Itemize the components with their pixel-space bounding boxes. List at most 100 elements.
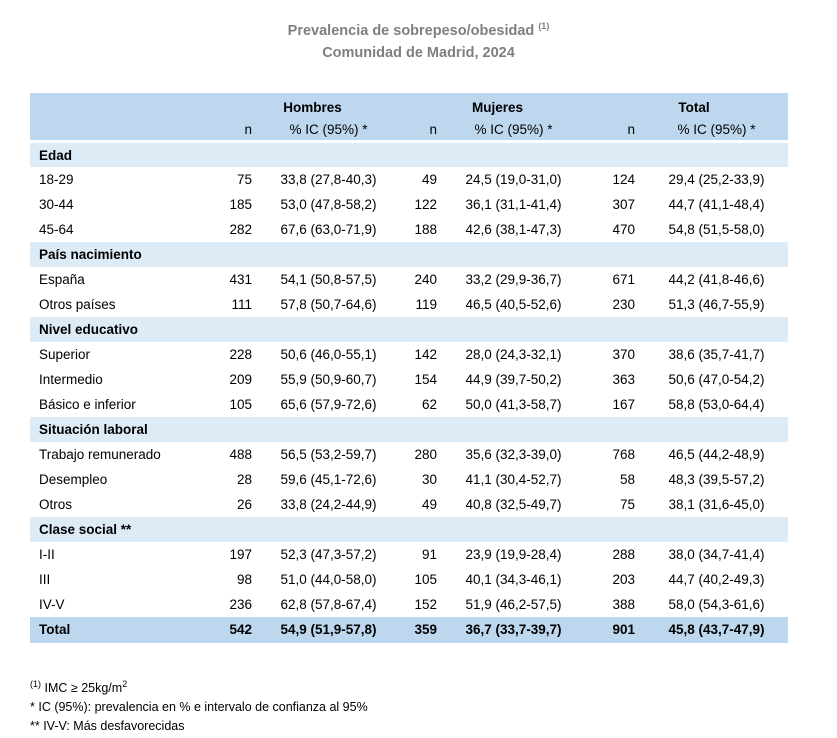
n-value: 388 xyxy=(580,591,646,617)
column-group-header-row: Hombres Mujeres Total xyxy=(30,92,789,118)
table-row: 18-29 75 33,8 (27,8-40,3) 49 24,5 (19,0-31,0… xyxy=(30,166,789,192)
table-row: III 98 51,0 (44,0-58,0) 105 40,1 (34,3-46,1)… xyxy=(30,566,789,592)
n-value: 280 xyxy=(395,441,448,467)
n-value: 307 xyxy=(580,191,646,217)
ic-value: 42,6 (38,1-47,3) xyxy=(447,216,581,242)
ic-value: 44,2 (41,8-46,6) xyxy=(645,266,789,292)
footnote-marker-2: * xyxy=(30,699,35,714)
n-value: 105 xyxy=(210,391,262,417)
n-value: 49 xyxy=(395,491,448,517)
section-header-label: Clase social ** xyxy=(30,516,789,542)
subheader-ic-mujeres: % IC (95%) * xyxy=(447,117,581,144)
n-value: 370 xyxy=(580,341,646,367)
section-header-row: Clase social ** xyxy=(30,516,789,542)
table-row: Otros países 111 57,8 (50,7-64,6) 119 46,5 (… xyxy=(30,291,789,317)
n-value: 30 xyxy=(395,466,448,492)
subheader-n-total: n xyxy=(580,117,646,144)
section-header-row: Nivel educativo xyxy=(30,316,789,342)
ic-value: 33,8 (24,2-44,9) xyxy=(262,491,396,517)
n-value: 203 xyxy=(580,566,646,592)
table-row: Básico e inferior 105 65,6 (57,9-72,6) 62 50… xyxy=(30,391,789,417)
table-row: Superior 228 50,6 (46,0-55,1) 142 28,0 (24,3… xyxy=(30,341,789,367)
column-group-mujeres: Mujeres xyxy=(395,92,581,118)
table-title-block: Prevalencia de sobrepeso/obesidad (1) Co… xyxy=(0,0,837,64)
n-value: 91 xyxy=(395,541,448,567)
row-label: Otros países xyxy=(30,291,210,317)
row-label: Otros xyxy=(30,491,210,517)
n-value: 288 xyxy=(580,541,646,567)
ic-value: 50,6 (47,0-54,2) xyxy=(645,366,789,392)
ic-value: 51,3 (46,7-55,9) xyxy=(645,291,789,317)
subheader-n-hombres: n xyxy=(210,117,262,144)
ic-value: 40,1 (34,3-46,1) xyxy=(447,566,581,592)
prevalence-table: Hombres Mujeres Total n % IC (95%) * n %… xyxy=(30,92,789,643)
header-spacer-cell xyxy=(30,117,210,144)
table-row: I-II 197 52,3 (47,3-57,2) 91 23,9 (19,9-28,4… xyxy=(30,541,789,567)
n-value: 209 xyxy=(210,366,262,392)
ic-value: 58,8 (53,0-64,4) xyxy=(645,391,789,417)
column-subheader-row: n % IC (95%) * n % IC (95%) * n % IC (95… xyxy=(30,117,789,144)
ic-value: 48,3 (39,5-57,2) xyxy=(645,466,789,492)
ic-value: 62,8 (57,8-67,4) xyxy=(262,591,396,617)
n-value: 154 xyxy=(395,366,448,392)
n-value: 228 xyxy=(210,341,262,367)
ic-value: 46,5 (40,5-52,6) xyxy=(447,291,581,317)
n-value: 240 xyxy=(395,266,448,292)
n-value: 58 xyxy=(580,466,646,492)
n-value: 26 xyxy=(210,491,262,517)
section-header-row: Edad xyxy=(30,141,789,167)
ic-value: 51,0 (44,0-58,0) xyxy=(262,566,396,592)
table-row: Otros 26 33,8 (24,2-44,9) 49 40,8 (32,5-49,7… xyxy=(30,491,789,517)
n-value: 75 xyxy=(580,491,646,517)
row-label: Trabajo remunerado xyxy=(30,441,210,467)
ic-value: 65,6 (57,9-72,6) xyxy=(262,391,396,417)
ic-value: 50,0 (41,3-58,7) xyxy=(447,391,581,417)
ic-value: 54,1 (50,8-57,5) xyxy=(262,266,396,292)
total-ic-value: 36,7 (33,7-39,7) xyxy=(447,616,581,643)
n-value: 671 xyxy=(580,266,646,292)
section-header-label: Nivel educativo xyxy=(30,316,789,342)
row-label: 30-44 xyxy=(30,191,210,217)
n-value: 75 xyxy=(210,166,262,192)
row-label: I-II xyxy=(30,541,210,567)
header-spacer-cell xyxy=(30,92,210,118)
total-n-value: 901 xyxy=(580,616,646,643)
section-header-label: Situación laboral xyxy=(30,416,789,442)
footnote-imc: (1) IMC ≥ 25kg/m2 xyxy=(30,675,837,698)
ic-value: 23,9 (19,9-28,4) xyxy=(447,541,581,567)
table-row: Desempleo 28 59,6 (45,1-72,6) 30 41,1 (30,4-… xyxy=(30,466,789,492)
total-n-value: 542 xyxy=(210,616,262,643)
n-value: 488 xyxy=(210,441,262,467)
total-ic-value: 54,9 (51,9-57,8) xyxy=(262,616,396,643)
subheader-ic-hombres: % IC (95%) * xyxy=(262,117,396,144)
ic-value: 40,8 (32,5-49,7) xyxy=(447,491,581,517)
n-value: 119 xyxy=(395,291,448,317)
footnote-text-1: IMC ≥ 25kg/m xyxy=(41,680,123,695)
n-value: 122 xyxy=(395,191,448,217)
footnote-marker-3: ** xyxy=(30,718,40,733)
subheader-ic-total: % IC (95%) * xyxy=(645,117,789,144)
row-label: III xyxy=(30,566,210,592)
n-value: 470 xyxy=(580,216,646,242)
n-value: 49 xyxy=(395,166,448,192)
n-value: 142 xyxy=(395,341,448,367)
footnote-text-3: IV-V: Más desfavorecidas xyxy=(39,718,185,733)
n-value: 28 xyxy=(210,466,262,492)
total-n-value: 359 xyxy=(395,616,448,643)
section-header-row: Situación laboral xyxy=(30,416,789,442)
ic-value: 28,0 (24,3-32,1) xyxy=(447,341,581,367)
n-value: 105 xyxy=(395,566,448,592)
n-value: 236 xyxy=(210,591,262,617)
n-value: 124 xyxy=(580,166,646,192)
ic-value: 59,6 (45,1-72,6) xyxy=(262,466,396,492)
footnote-clase-social: ** IV-V: Más desfavorecidas xyxy=(30,717,837,736)
n-value: 111 xyxy=(210,291,262,317)
table-row: Intermedio 209 55,9 (50,9-60,7) 154 44,9 (39… xyxy=(30,366,789,392)
ic-value: 29,4 (25,2-33,9) xyxy=(645,166,789,192)
n-value: 197 xyxy=(210,541,262,567)
total-row: Total 542 54,9 (51,9-57,8) 359 36,7 (33,7-39… xyxy=(30,616,789,643)
n-value: 98 xyxy=(210,566,262,592)
column-group-total: Total xyxy=(580,92,789,118)
row-label: Intermedio xyxy=(30,366,210,392)
total-ic-value: 45,8 (43,7-47,9) xyxy=(645,616,789,643)
